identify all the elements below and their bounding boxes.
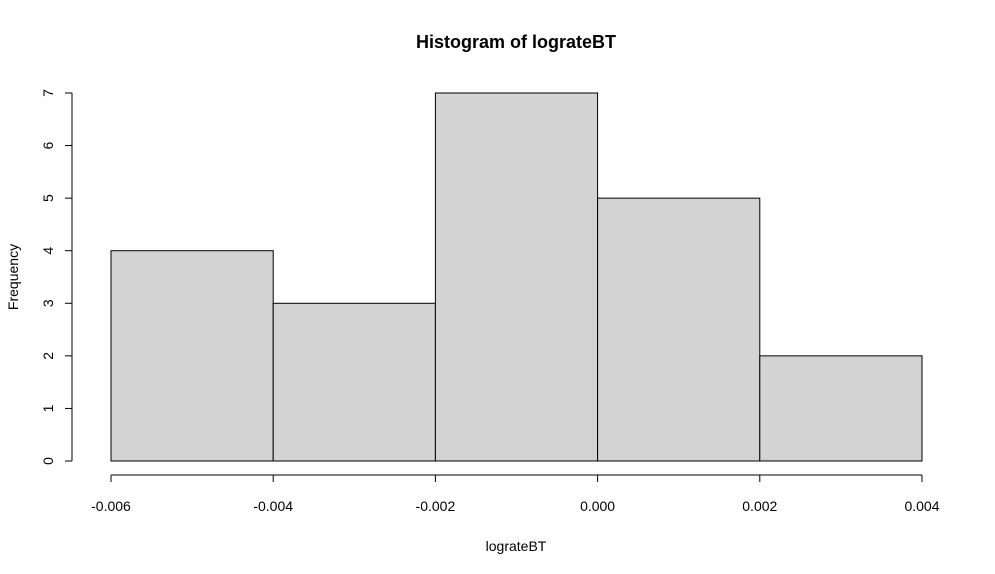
x-tick-label: 0.000: [580, 498, 615, 514]
y-tick-label: 5: [40, 194, 56, 202]
y-tick-label: 6: [40, 141, 56, 149]
x-tick-label: -0.006: [91, 498, 131, 514]
chart-title: Histogram of lograteBT: [416, 32, 616, 52]
y-tick-label: 1: [40, 404, 56, 412]
histogram-bar-2: [272, 302, 436, 462]
x-tick-label: -0.002: [416, 498, 456, 514]
histogram-bar-4: [597, 197, 761, 462]
y-axis: 0 1 2 3 4 5 6 7: [40, 89, 73, 465]
histogram-bar-1: [110, 250, 274, 462]
y-tick-label: 7: [40, 89, 56, 97]
y-tick-label: 3: [40, 299, 56, 307]
y-axis-label: Frequency: [5, 244, 21, 310]
x-axis-label: lograteBT: [486, 538, 547, 554]
x-tick-label: -0.004: [253, 498, 293, 514]
y-tick-label: 0: [40, 457, 56, 465]
x-axis: -0.006 -0.004 -0.002 0.000 0.002 0.004: [91, 474, 940, 514]
histogram-bar-5: [759, 355, 923, 462]
x-tick-label: 0.002: [742, 498, 777, 514]
bars-group: [110, 92, 923, 462]
y-tick-label: 2: [40, 352, 56, 360]
histogram-bar-3: [434, 92, 599, 462]
y-tick-label: 4: [40, 247, 56, 255]
x-tick-label: 0.004: [904, 498, 939, 514]
